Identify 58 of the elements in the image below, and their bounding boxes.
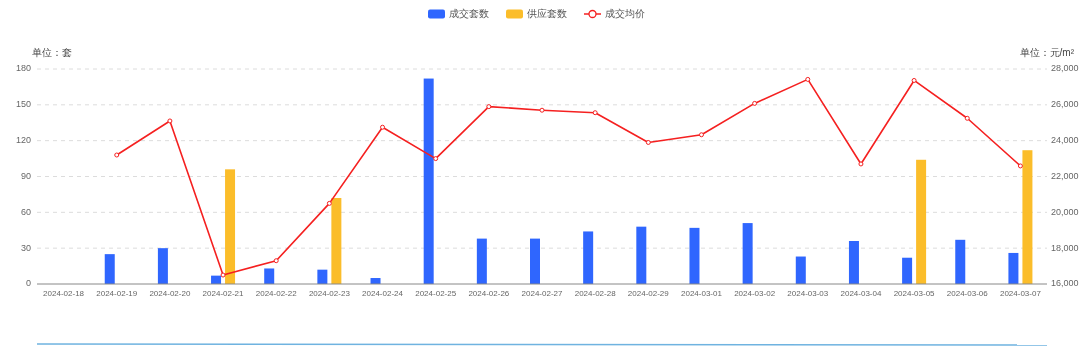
y-tick-label: 60 xyxy=(20,206,31,217)
x-tick-label: 2024-02-23 xyxy=(308,289,351,299)
bar xyxy=(157,248,168,284)
x-tick-label: 2024-02-28 xyxy=(574,289,617,299)
x-tick-label: 2024-02-29 xyxy=(627,289,670,299)
y2-tick-label: 20,000 xyxy=(1051,206,1079,217)
x-tick-label: 2024-02-26 xyxy=(468,289,510,299)
y2-tick-label: 24,000 xyxy=(1051,135,1079,146)
y2-tick-label: 28,000 xyxy=(1051,63,1079,74)
y2-tick-label: 16,000 xyxy=(1051,278,1079,289)
x-tick-label: 2024-03-06 xyxy=(946,289,989,299)
bar xyxy=(317,269,328,284)
x-tick-label: 2024-03-03 xyxy=(787,289,829,299)
bar xyxy=(689,227,700,284)
x-tick-label: 2024-02-24 xyxy=(362,289,404,299)
x-tick-label: 2024-02-19 xyxy=(96,289,138,299)
x-tick-label: 2024-02-18 xyxy=(43,289,85,299)
bar xyxy=(331,198,342,284)
y-tick-label: 90 xyxy=(20,170,31,181)
bar xyxy=(1022,150,1033,284)
x-tick-label: 2024-02-22 xyxy=(255,289,298,299)
x-tick-label: 2024-03-01 xyxy=(681,289,723,299)
bar xyxy=(583,231,594,284)
bar xyxy=(423,78,434,284)
x-tick-label: 2024-02-25 xyxy=(415,289,457,299)
y-axis-title: 单位：套 xyxy=(32,46,72,58)
bar xyxy=(955,239,966,284)
bar xyxy=(916,159,927,284)
x-tick-label: 2024-02-27 xyxy=(521,289,564,299)
bar xyxy=(636,226,647,284)
legend-label: 供应套数 xyxy=(527,7,567,19)
x-tick-label: 2024-02-21 xyxy=(202,289,245,299)
bar xyxy=(742,223,753,284)
bar xyxy=(104,254,115,284)
bar xyxy=(264,268,275,284)
x-tick-label: 2024-02-20 xyxy=(149,289,191,299)
x-tick-label: 2024-03-02 xyxy=(734,289,776,299)
y2-tick-label: 22,000 xyxy=(1051,170,1079,181)
bar xyxy=(225,169,236,284)
bar xyxy=(848,241,859,284)
legend-label: 成交套数 xyxy=(449,7,489,19)
legend-label: 成交均价 xyxy=(605,7,645,19)
bar xyxy=(795,256,806,284)
x-tick-label: 2024-03-05 xyxy=(893,289,936,299)
y2-tick-label: 26,000 xyxy=(1051,99,1079,110)
bar xyxy=(1008,252,1019,284)
y2-axis-title: 单位：元/m² xyxy=(1019,46,1075,58)
x-tick-label: 2024-03-04 xyxy=(840,289,882,299)
y-tick-label: 180 xyxy=(15,63,31,74)
y-tick-label: 120 xyxy=(15,135,31,146)
bar xyxy=(476,238,487,284)
y-tick-label: 0 xyxy=(25,278,31,289)
bar xyxy=(902,257,913,284)
y-tick-label: 150 xyxy=(15,99,31,110)
y-tick-label: 30 xyxy=(20,242,31,253)
x-tick-label: 2024-03-07 xyxy=(999,289,1042,299)
bar xyxy=(530,238,540,284)
y2-tick-label: 18,000 xyxy=(1051,242,1079,253)
